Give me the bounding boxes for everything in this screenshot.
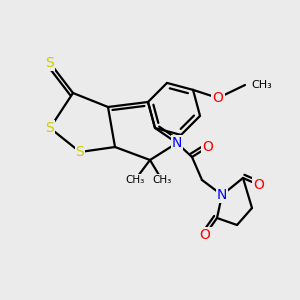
Text: O: O	[213, 91, 224, 105]
Text: S: S	[46, 56, 54, 70]
Text: O: O	[254, 178, 264, 192]
Text: CH₃: CH₃	[152, 175, 172, 185]
Text: N: N	[172, 136, 182, 150]
Text: CH₃: CH₃	[251, 80, 272, 90]
Text: S: S	[46, 121, 54, 135]
Text: O: O	[200, 228, 210, 242]
Text: N: N	[217, 188, 227, 202]
Text: S: S	[76, 145, 84, 159]
Text: O: O	[202, 140, 213, 154]
Text: CH₃: CH₃	[125, 175, 145, 185]
